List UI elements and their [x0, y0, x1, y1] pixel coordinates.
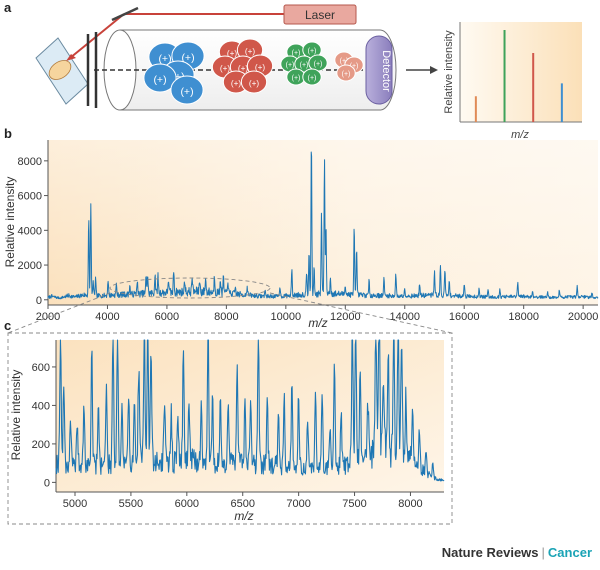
panel-c-x-tick-label: 8000 [398, 498, 422, 510]
inset-spectrum-bg [460, 22, 582, 122]
inset-peaks [474, 30, 563, 122]
ion-charge-label: (+) [255, 63, 266, 72]
ion-charge-label: (+) [158, 53, 171, 65]
panel-c-x-tick-label: 6000 [175, 498, 199, 510]
ion-charge-label: (+) [181, 52, 194, 64]
panel-b-y-tick-label: 8000 [18, 156, 42, 168]
journal-name: Nature Reviews [441, 545, 539, 560]
panel-b-y-tick-label: 4000 [18, 225, 42, 237]
panel-a: a Laser (+) (+)(+)(+)(+)(+) (+)(+) (+) (+)(+… [4, 0, 582, 141]
panel-b-label: b [4, 126, 12, 141]
ion: (+) [143, 63, 177, 93]
panel-c-y-tick-label: 0 [44, 477, 50, 489]
panel-c-label: c [4, 318, 11, 333]
panel-b-xlabel: m/z [308, 316, 327, 330]
ion-charge-label: (+) [308, 75, 317, 82]
ion: (+) [336, 64, 356, 82]
panel-c-y-tick-label: 200 [32, 439, 50, 451]
ion-charge-label: (+) [180, 86, 193, 98]
ion-cluster-green: (+) (+) (+) (+) (+) (+) (+) [280, 41, 328, 86]
inset-xlabel: m/z [511, 129, 529, 141]
mirror [111, 6, 139, 22]
panel-b: b 02000400060008000200040006000800010000… [3, 126, 598, 330]
inset-ylabel: Relative intensity [443, 30, 455, 114]
ion-charge-label: (+) [292, 75, 301, 82]
ion: (+) [286, 68, 306, 86]
ion: (+) [302, 68, 322, 86]
ion: (+) [170, 75, 204, 105]
ion-charge-label: (+) [314, 61, 323, 68]
ion-cluster-red: (+) (+)(+) (+) (+)(+) (+) [211, 38, 274, 94]
panel-b-plot-sheen [48, 140, 598, 305]
zoom-connector-right [269, 292, 453, 334]
ion-cluster-blue: (+) (+)(+)(+)(+) [143, 41, 205, 105]
laser-arrowhead [66, 54, 76, 61]
panel-b-x-tick-label: 18000 [508, 311, 539, 323]
panel-c-x-tick-label: 5000 [63, 498, 87, 510]
ion-charge-label: (+) [231, 79, 242, 88]
panel-c: c 0 200 400 600 5000 5500 6000 6500 7000 7500 8000… [4, 318, 453, 525]
credit-separator: | [541, 545, 545, 560]
laser-label: Laser [305, 8, 335, 22]
panel-b-x-tick-label: 8000 [214, 311, 238, 323]
ion-charge-label: (+) [300, 62, 309, 69]
detector [365, 35, 393, 105]
zoom-connector-left [7, 292, 111, 334]
ion-charge-label: (+) [220, 64, 231, 73]
panel-b-x-tick-label: 14000 [389, 311, 420, 323]
panel-c-frame [7, 332, 453, 525]
ion-charge-label: (+) [245, 47, 256, 56]
panel-c-y-tick-label: 400 [32, 400, 50, 412]
panel-c-ylabel: Relative intensity [9, 370, 23, 461]
panel-b-y-tick-label: 2000 [18, 260, 42, 272]
ion-charge-label: (+) [227, 49, 238, 58]
zoom-region-ellipse [109, 277, 271, 299]
panel-c-xlabel: m/z [234, 509, 253, 523]
ion-charge-label: (+) [292, 50, 301, 57]
panel-b-y-tick-label: 0 [36, 295, 42, 307]
panel-c-x-tick-label: 6500 [230, 498, 254, 510]
panel-c-x-tick-label: 7500 [342, 498, 366, 510]
panel-b-spectrum-line [47, 151, 599, 300]
ion-groups: (+) (+)(+)(+)(+)(+) (+)(+) (+) (+)(+) (+)(+)(… [143, 38, 364, 105]
ion-charge-label: (+) [249, 79, 260, 88]
journal-credit: Nature Reviews | Cancer [442, 545, 592, 560]
panel-b-x-tick-label: 6000 [155, 311, 179, 323]
ion: (+) [240, 70, 268, 94]
panel-b-x-tick-label: 20000 [568, 311, 599, 323]
detector-label: Detector [380, 50, 392, 92]
ion-charge-label: (+) [340, 58, 349, 65]
ion: (+) [302, 41, 322, 59]
ion: (+) [294, 55, 314, 73]
zoom-indicator [7, 277, 453, 334]
ion-charge-label: (+) [238, 64, 249, 73]
panel-b-x-tick-label: 16000 [449, 311, 480, 323]
ion-charge-label: (+) [350, 63, 359, 70]
ion-cluster-salmon: (+)(+)(+) [334, 51, 364, 82]
panel-a-label: a [4, 0, 12, 15]
panel-b-x-tick-label: 10000 [271, 311, 302, 323]
panel-c-x-tick-label: 7000 [286, 498, 310, 510]
ion: (+) [222, 70, 250, 94]
sample-spot [48, 60, 72, 80]
journal-section: Cancer [547, 545, 592, 560]
panel-c-x-tick-label: 5500 [119, 498, 143, 510]
panel-b-y-tick-label: 6000 [18, 191, 42, 203]
panel-c-y-tick-label: 600 [32, 362, 50, 374]
output-arrowhead [430, 66, 438, 74]
panel-b-x-tick-label: 12000 [330, 311, 361, 323]
ion-charge-label: (+) [153, 74, 166, 86]
panel-b-x-tick-label: 4000 [95, 311, 119, 323]
ion-charge-label: (+) [286, 62, 295, 69]
ion-charge-label: (+) [308, 48, 317, 55]
panel-b-ylabel: Relative intensity [3, 177, 17, 268]
panel-c-chart: 0 200 400 600 5000 5500 6000 6500 7000 7500 8000 [32, 339, 445, 510]
panel-c-spectrum-line [55, 339, 445, 482]
ion-charge-label: (+) [342, 71, 351, 78]
laser-box [283, 4, 357, 25]
